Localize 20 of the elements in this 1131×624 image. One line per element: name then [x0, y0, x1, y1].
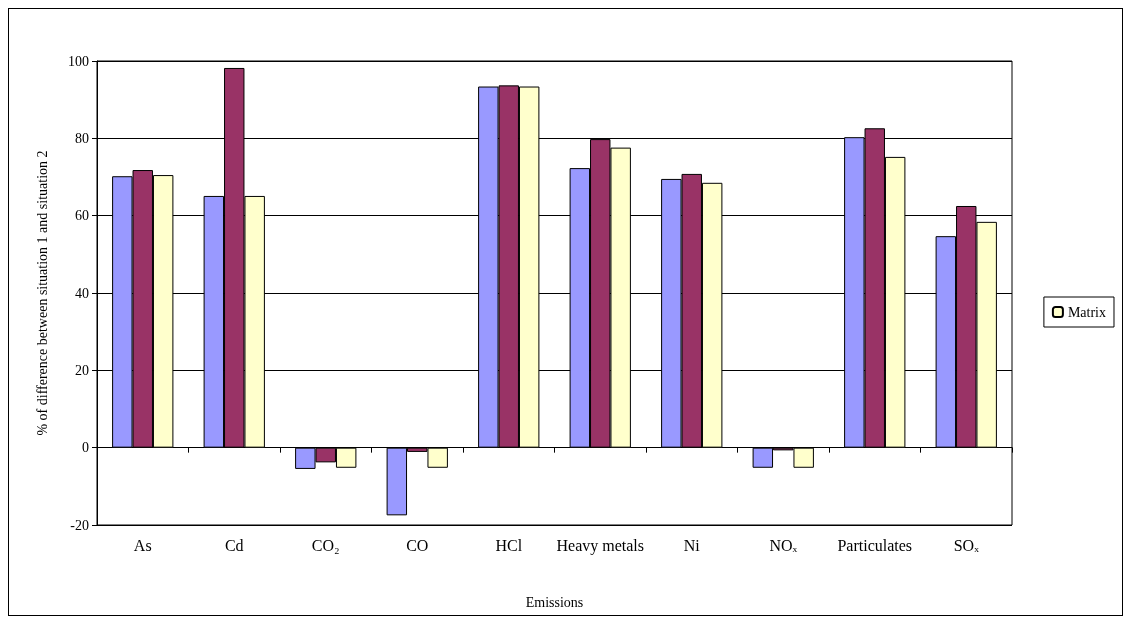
y-tick-label: 80 — [75, 130, 89, 146]
x-tick-label: SOₓ — [953, 536, 980, 554]
legend-label: Matrix — [1067, 304, 1107, 320]
x-axis-title: Emissions — [525, 594, 584, 610]
y-tick-label: 20 — [75, 362, 89, 378]
y-tick-label: 40 — [75, 285, 89, 301]
x-tick-label: HCl — [495, 536, 523, 554]
x-tick-label: Heavy metals — [556, 536, 645, 555]
x-tick-label: CO — [406, 536, 429, 554]
x-tick-label: As — [133, 536, 152, 554]
x-tick-label: Ni — [683, 536, 701, 554]
x-tick-label: Particulates — [837, 536, 913, 554]
y-tick-label: -20 — [70, 517, 89, 533]
y-axis-title: % of difference between situation 1 and situation 2 — [34, 150, 50, 436]
y-tick-label: 0 — [82, 440, 89, 456]
y-tick-label: 100 — [68, 53, 89, 69]
x-tick-label: NOₓ — [769, 536, 798, 554]
y-tick-label: 60 — [75, 208, 89, 224]
x-tick-label: Cd — [224, 536, 244, 554]
x-tick-label: CO₂ — [311, 536, 340, 554]
